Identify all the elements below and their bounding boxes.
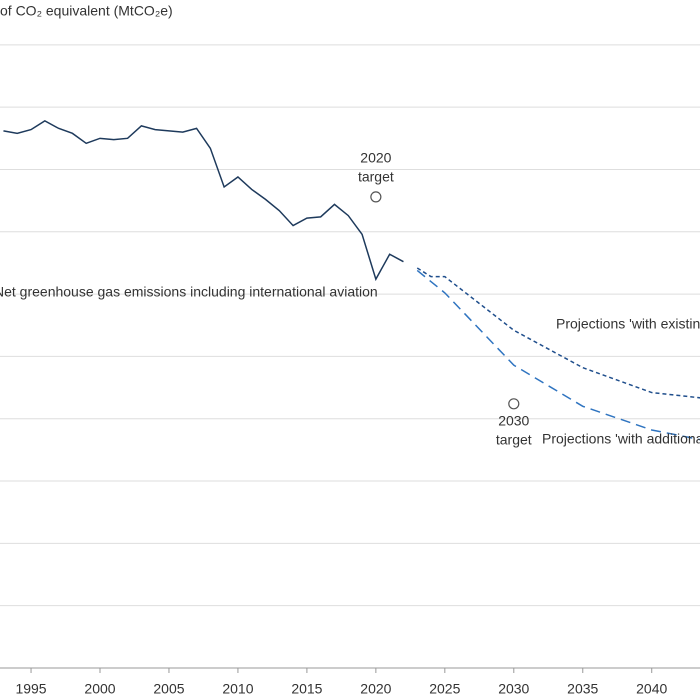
x-tick-label: 2035	[567, 681, 598, 697]
x-tick-label: 1995	[15, 681, 46, 697]
x-tick-label: 2015	[291, 681, 322, 697]
x-tick-label: 2025	[429, 681, 460, 697]
target-label: target	[496, 431, 532, 447]
x-tick-label: 2040	[636, 681, 667, 697]
x-tick-label: 2005	[153, 681, 184, 697]
series-label: Projections 'with existing measures'	[556, 316, 700, 332]
target-label: target	[358, 169, 394, 185]
target-label: 2030	[498, 412, 529, 428]
target-label: 2020	[360, 150, 391, 166]
series-line	[3, 120, 404, 282]
series-line	[416, 267, 700, 399]
x-tick-label: 2010	[222, 681, 253, 697]
series-label: Projections 'with additional measures'	[542, 431, 700, 447]
x-tick-label: 2030	[498, 681, 529, 697]
target-marker	[370, 191, 382, 203]
x-tick-label: 2000	[84, 681, 115, 697]
target-marker	[508, 398, 520, 410]
series-label: Net greenhouse gas emissions including i…	[0, 284, 378, 300]
chart-title: of CO₂ equivalent (MtCO₂e)	[0, 3, 173, 19]
x-tick-label: 2020	[360, 681, 391, 697]
series-line	[416, 269, 700, 441]
